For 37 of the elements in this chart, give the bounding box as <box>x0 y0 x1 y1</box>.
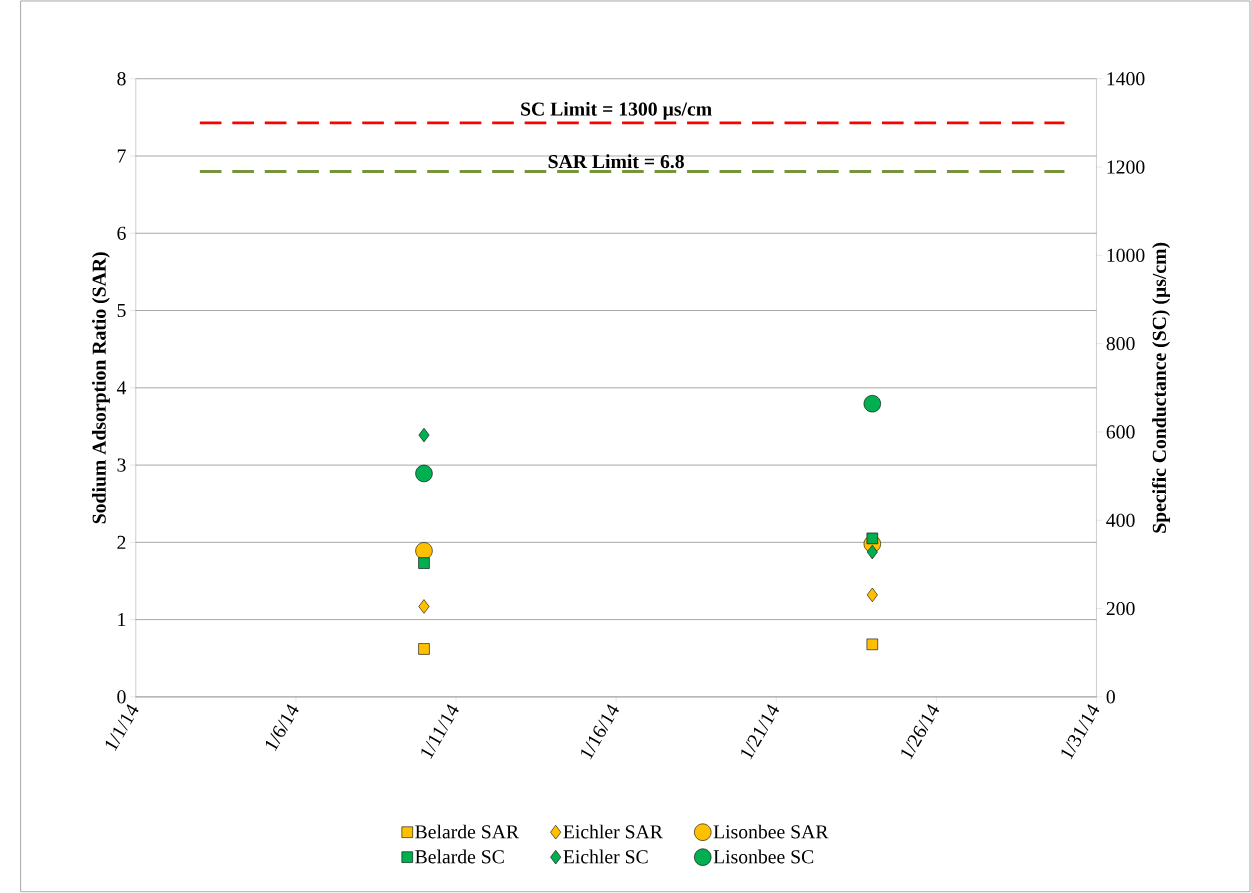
legend-label: Lisonbee SC <box>713 849 814 864</box>
point <box>863 395 881 413</box>
y2-tick-label: 400 <box>1106 513 1135 528</box>
point <box>418 643 430 655</box>
y2-tick-label: 1400 <box>1107 72 1145 86</box>
y-tick-label: 4 <box>116 381 127 395</box>
y-tick-label: 1 <box>118 613 126 627</box>
legend-label: Belarde SAR <box>415 824 520 839</box>
y2-tick-label: 200 <box>1106 602 1135 616</box>
y2-tick-label: 1200 <box>1107 160 1145 174</box>
y-tick-label: 8 <box>117 72 126 86</box>
legend-label: Belarde SC <box>415 849 504 864</box>
point <box>418 557 430 569</box>
legend-label: Lisonbee SAR <box>713 824 829 839</box>
y2-tick-label: 1000 <box>1107 248 1145 263</box>
y-tick-label: 6 <box>117 226 126 240</box>
y2-tick-label: 800 <box>1106 337 1135 351</box>
y2-axis-title: Specific Conductance (SC) (µs/cm) <box>1151 242 1171 533</box>
y-tick-label: 0 <box>117 690 126 704</box>
ref-line-label: SAR Limit = 6.8 <box>548 154 684 169</box>
y-tick-label: 5 <box>117 304 126 318</box>
y-tick-label: 2 <box>117 535 126 549</box>
point <box>415 464 433 483</box>
y2-tick-label: 0 <box>1106 690 1115 704</box>
legend-label: Eichler SAR <box>563 824 663 839</box>
y-axis-title: Sodium Adsorption Ratio (SAR) <box>91 252 110 524</box>
point <box>866 587 878 603</box>
point <box>866 638 879 651</box>
y-tick-label: 3 <box>117 458 126 472</box>
point <box>418 599 430 614</box>
y2-tick-label: 600 <box>1106 425 1135 439</box>
point <box>866 544 878 560</box>
point <box>418 427 430 443</box>
ref-line-label: SC Limit = 1300 µs/cm <box>521 101 712 120</box>
legend-label: Eichler SC <box>563 849 648 864</box>
point <box>415 542 433 560</box>
y-tick-label: 7 <box>117 149 126 163</box>
